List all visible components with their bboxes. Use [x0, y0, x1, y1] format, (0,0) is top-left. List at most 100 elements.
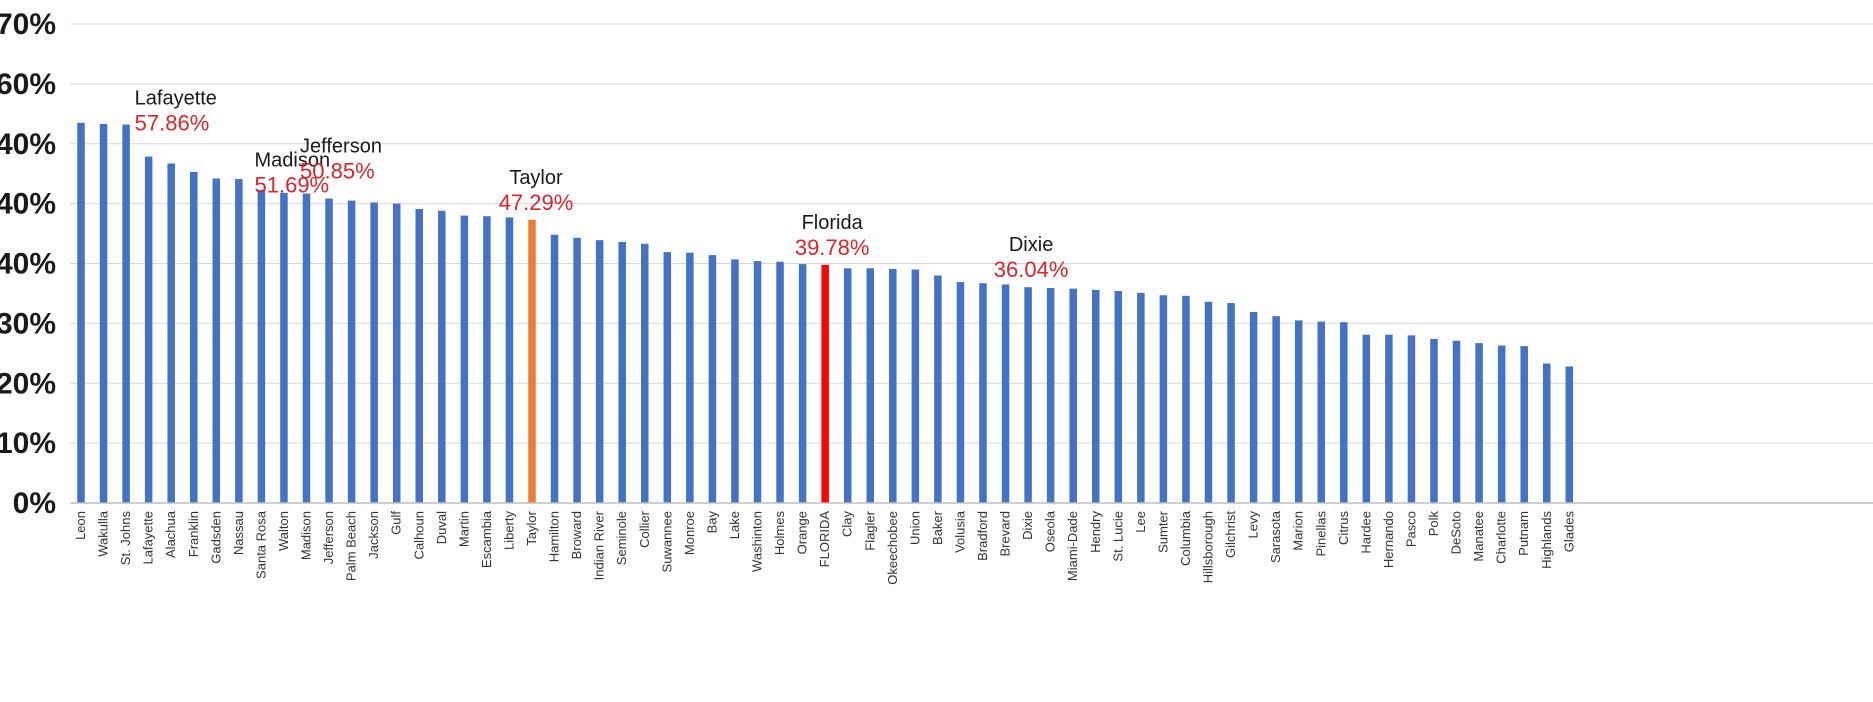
y-tick-label: 60%: [0, 68, 56, 101]
x-tick-label: Gadsden: [208, 511, 223, 564]
annotation-name: Dixie: [1009, 234, 1053, 256]
y-tick-label: 40%: [0, 248, 56, 281]
x-tick-label: Leon: [73, 511, 88, 540]
bar: [1430, 338, 1438, 503]
y-tick-label: 30%: [0, 307, 56, 340]
x-tick-label: Lafayette: [141, 511, 156, 565]
annotation-name: Lafayette: [135, 88, 217, 110]
x-tick-label: Holmes: [772, 511, 787, 556]
bar: [731, 259, 739, 503]
x-tick-label: Martin: [456, 511, 471, 547]
bar: [190, 171, 198, 504]
x-axis-ticks: Leon Wakulla St. Johns Lafayette Alachua Fran…: [73, 510, 1576, 585]
bar: [1159, 295, 1168, 503]
x-tick-label: Liberty: [501, 511, 516, 551]
x-tick-label: Flagler: [862, 510, 877, 550]
bar: [1227, 303, 1235, 503]
x-tick-label: Levy: [1246, 511, 1261, 539]
annotation-value: 57.86%: [135, 111, 210, 136]
bar: [663, 252, 672, 503]
x-tick-label: Seminole: [614, 511, 629, 565]
bar: [1317, 321, 1325, 503]
x-tick-label: Hamilton: [547, 511, 562, 562]
grid-lines: [70, 23, 1873, 444]
bar: [1204, 301, 1213, 503]
y-tick-label: 20%: [0, 367, 56, 400]
x-tick-label: Hendry: [1088, 511, 1103, 553]
x-tick-label: Citrus: [1336, 511, 1351, 545]
x-tick-label: Manatee: [1471, 511, 1486, 562]
bar: [505, 217, 514, 504]
bar: [212, 178, 221, 504]
bar: [1294, 320, 1303, 503]
y-tick-label: 10%: [0, 427, 56, 460]
x-tick-label: Okeechobee: [885, 511, 900, 585]
bar: [415, 209, 423, 504]
bar: [257, 189, 266, 503]
bar: [1543, 363, 1551, 503]
x-tick-label: Putnam: [1516, 511, 1531, 556]
annotation-value: 51.69%: [255, 173, 330, 198]
x-tick-label: Pinellas: [1313, 511, 1328, 557]
bar: [979, 283, 987, 503]
bar: [776, 261, 784, 503]
x-tick-label: Highlands: [1539, 511, 1554, 569]
bar: [1046, 288, 1055, 503]
annotation-name: Taylor: [509, 167, 563, 189]
bar: [618, 241, 626, 503]
bar: [1497, 345, 1506, 503]
bar: [347, 200, 356, 503]
bar: [956, 282, 965, 503]
x-tick-label: Collier: [637, 510, 652, 548]
x-tick-label: St. Johns: [118, 511, 133, 566]
bar: [122, 124, 130, 503]
bar: [1024, 287, 1032, 503]
annotation-value: 39.78%: [795, 235, 870, 260]
bar: [934, 275, 942, 503]
x-tick-label: Duval: [434, 511, 449, 544]
bar: [641, 243, 649, 503]
bar: [1249, 311, 1258, 503]
x-tick-label: DeSoto: [1449, 511, 1464, 554]
x-tick-label: Wakulla: [96, 510, 111, 557]
x-tick-label: Jefferson: [321, 511, 336, 564]
x-tick-label: Sarasota: [1268, 510, 1283, 563]
bar: [1475, 343, 1483, 503]
bar: [1001, 284, 1010, 503]
x-tick-label: Taylor: [524, 510, 539, 545]
x-tick-label: Lee: [1133, 511, 1148, 533]
x-tick-label: Escambia: [479, 510, 494, 568]
bar: [483, 216, 491, 504]
bar: [280, 192, 288, 503]
y-tick-label: 70%: [0, 8, 56, 41]
annotation-value: 36.04%: [994, 257, 1069, 282]
bar: [528, 219, 536, 503]
bar: [1069, 288, 1077, 503]
bar: [1114, 291, 1123, 503]
x-tick-label: Polk: [1426, 511, 1441, 537]
x-tick-label: Union: [907, 511, 922, 545]
x-tick-label: Brevard: [998, 511, 1013, 557]
bar: [889, 268, 897, 503]
x-tick-label: Santa Rosa: [253, 510, 268, 579]
bar: [1565, 366, 1574, 503]
bar: [1362, 334, 1371, 503]
y-tick-label: 40%: [0, 188, 56, 221]
x-tick-label: Glades: [1561, 511, 1576, 553]
bar: [1452, 340, 1461, 503]
x-tick-label: Clay: [840, 511, 855, 538]
bar: [821, 264, 829, 503]
bar: [460, 215, 469, 503]
bars: [77, 122, 1574, 504]
x-tick-label: Bradford: [975, 511, 990, 561]
bar: [1182, 295, 1190, 503]
x-tick-label: Marion: [1291, 511, 1306, 551]
bar: [1520, 346, 1528, 503]
x-tick-label: Gilchrist: [1223, 511, 1238, 558]
annotation-name: Florida: [802, 212, 864, 234]
x-tick-label: Orange: [795, 511, 810, 554]
x-tick-label: FLORIDA: [817, 511, 832, 568]
bar: [1385, 334, 1393, 503]
x-tick-label: Columbia: [1178, 510, 1193, 566]
bar: [438, 210, 446, 503]
